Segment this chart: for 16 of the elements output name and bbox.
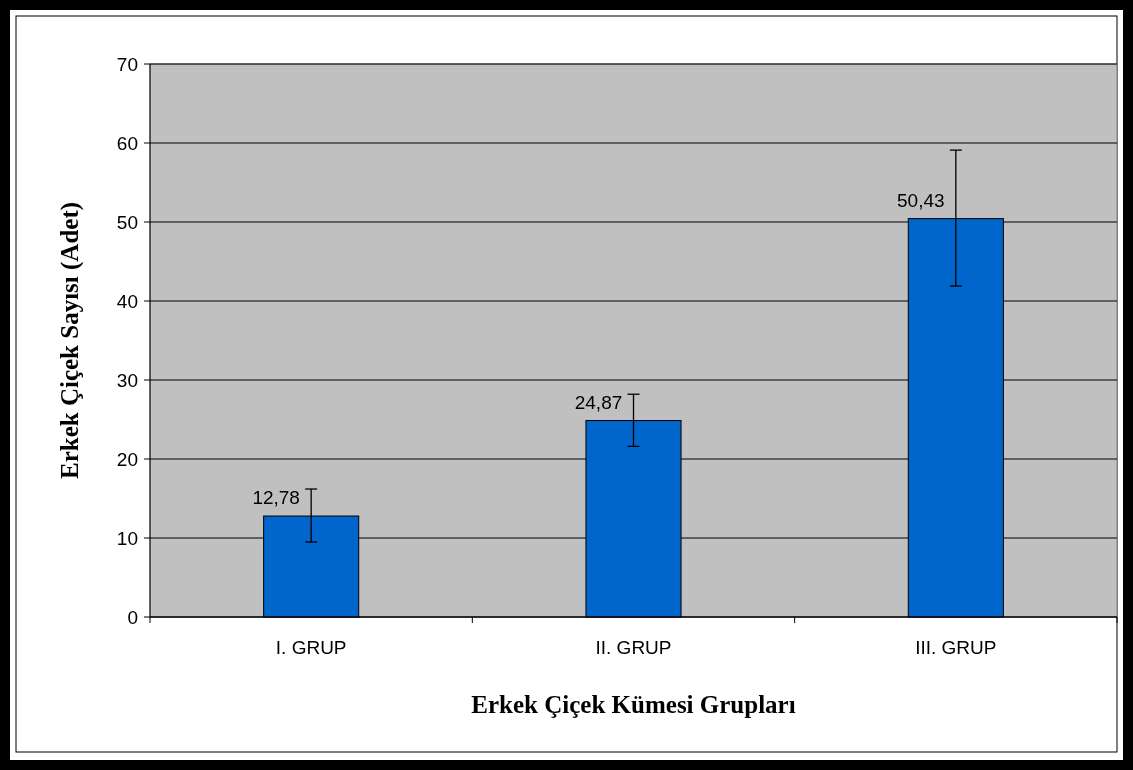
data-label: 12,78: [252, 487, 300, 509]
y-axis-title: Erkek Çiçek Sayısı (Adet): [56, 201, 84, 480]
y-tick-label: 70: [116, 53, 138, 75]
y-tick-label: 50: [116, 211, 138, 233]
x-axis-title: Erkek Çiçek Kümesi Grupları: [471, 691, 796, 718]
x-tick-label: II. GRUP: [595, 637, 672, 658]
x-tick-label: III. GRUP: [915, 637, 997, 658]
y-tick-label: 60: [116, 132, 138, 154]
y-tick-label: 20: [116, 448, 138, 470]
y-tick-label: 30: [116, 369, 138, 391]
x-tick-label: I. GRUP: [275, 637, 347, 658]
y-tick-label: 10: [116, 527, 138, 549]
y-tick-label: 0: [127, 606, 138, 628]
data-label: 50,43: [897, 189, 945, 211]
data-label: 24,87: [574, 391, 623, 413]
y-tick-label: 40: [116, 290, 138, 312]
